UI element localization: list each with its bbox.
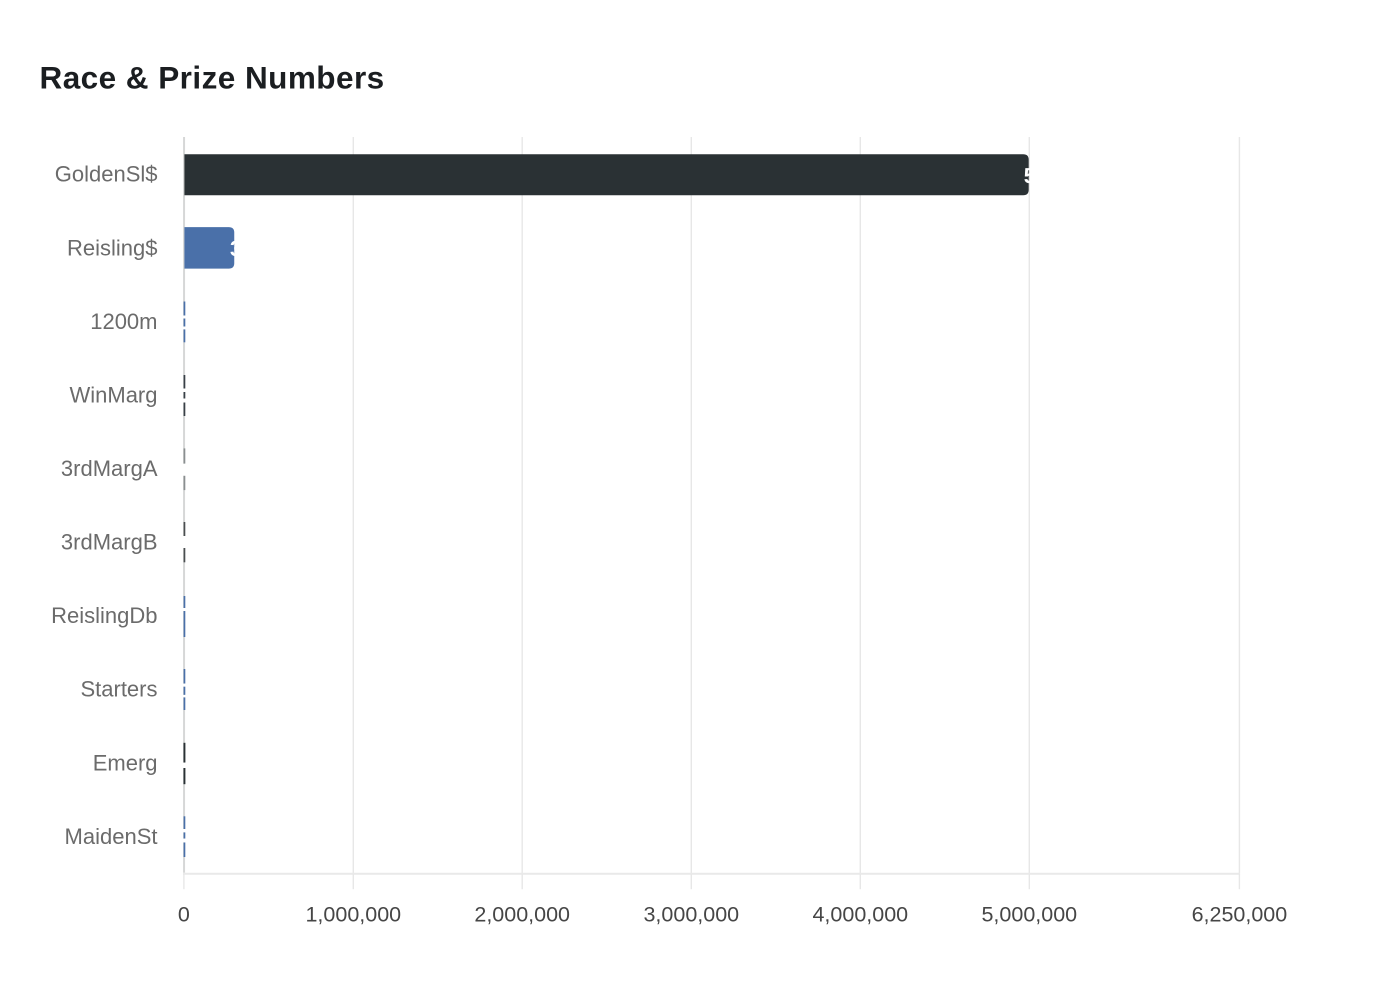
svg-text:3rdMargA: 3rdMargA bbox=[61, 456, 158, 481]
svg-text:4,000,000: 4,000,000 bbox=[812, 902, 908, 926]
svg-text:5,000,000: 5,000,000 bbox=[981, 902, 1077, 926]
svg-text:WinMarg: WinMarg bbox=[69, 382, 157, 407]
svg-text:3,000,000: 3,000,000 bbox=[643, 902, 739, 926]
svg-text:2,000,000: 2,000,000 bbox=[474, 902, 570, 926]
svg-text:1200m: 1200m bbox=[90, 309, 157, 334]
svg-text:Emerg: Emerg bbox=[93, 750, 158, 775]
svg-text:Starters: Starters bbox=[80, 677, 157, 702]
svg-text:ReislingDb: ReislingDb bbox=[51, 603, 157, 628]
svg-text:1,000,000: 1,000,000 bbox=[305, 902, 401, 926]
svg-text:Race & Prize Numbers: Race & Prize Numbers bbox=[40, 60, 385, 96]
svg-text:3rdMargB: 3rdMargB bbox=[61, 530, 158, 555]
svg-text:Reisling$: Reisling$ bbox=[67, 235, 158, 260]
svg-text:6,250,000: 6,250,000 bbox=[1192, 902, 1288, 926]
svg-text:0: 0 bbox=[178, 902, 190, 926]
svg-text:MaidenSt: MaidenSt bbox=[65, 824, 158, 849]
svg-text:GoldenSl$: GoldenSl$ bbox=[55, 162, 158, 187]
